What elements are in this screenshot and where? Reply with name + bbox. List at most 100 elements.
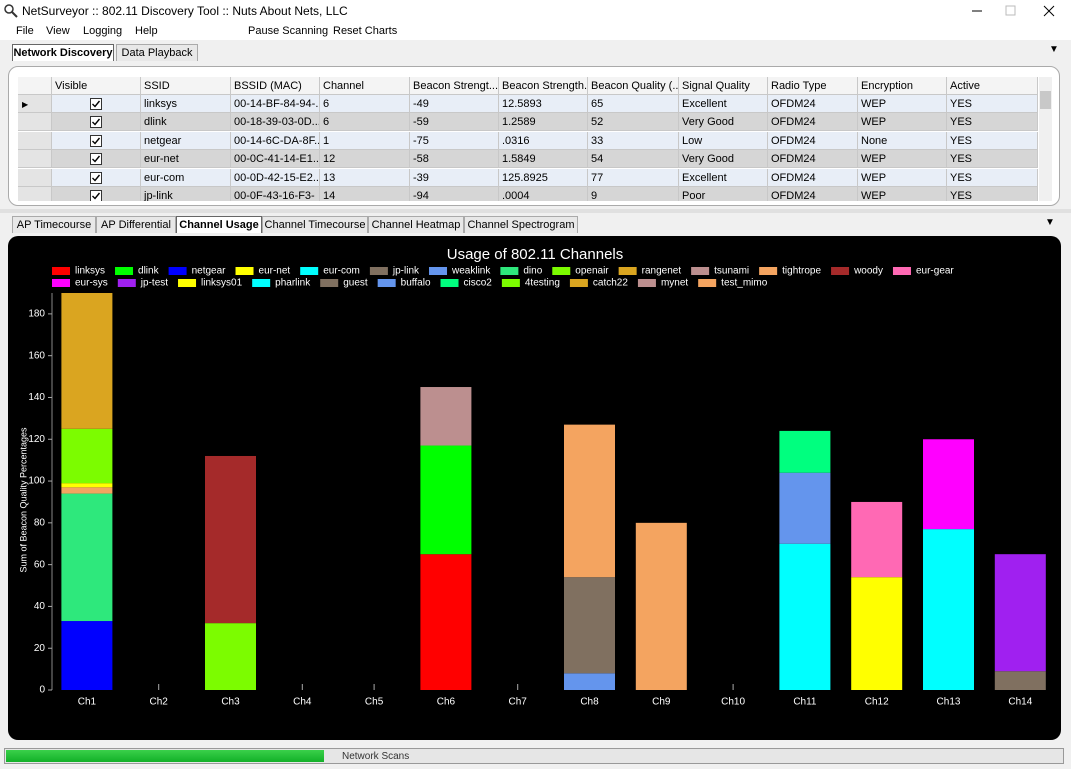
table-cell: netgear [141,131,231,150]
table-cell: YES [947,113,1038,132]
x-tick-label: Ch3 [221,697,240,708]
checkbox[interactable] [52,187,141,201]
table-cell: Poor [679,187,768,201]
tab[interactable]: AP Timecourse [12,216,96,233]
legend-swatch [691,267,710,275]
legend-label: tightrope [782,266,821,277]
table-cell: -75 [410,131,499,150]
tab-menu-button[interactable]: ▼ [1049,44,1059,55]
column-header[interactable]: Active [947,77,1038,95]
legend-swatch [501,279,520,287]
table-cell: 33 [588,131,679,150]
checkbox[interactable] [52,168,141,187]
bar-segment [61,621,113,690]
column-header[interactable]: Beacon Strength... [499,77,588,95]
checkbox[interactable] [52,95,141,113]
x-tick-label: Ch13 [937,697,961,708]
tab[interactable]: Channel Timecourse [262,216,368,233]
row-header-corner [18,77,52,95]
table-cell: 00-0D-42-15-E2... [231,168,320,187]
y-tick-label: 120 [28,434,45,445]
table-cell: 12.5893 [499,95,588,113]
column-header[interactable]: Visible [52,77,141,95]
table-cell: dlink [141,113,231,132]
tab-active[interactable]: Network Discovery [12,44,114,61]
table-cell: jp-link [141,187,231,201]
x-tick-label: Ch9 [652,697,671,708]
scrollbar[interactable] [1039,77,1052,201]
legend-swatch [235,267,254,275]
bar-segment [635,522,687,690]
menu-item[interactable]: Pause Scanning [248,25,329,37]
menu-item[interactable]: Logging [83,25,123,37]
x-tick-label: Ch4 [293,697,312,708]
table-cell: WEP [858,150,947,169]
legend-swatch [569,279,588,287]
legend-label: dlink [138,266,160,277]
legend-label: eur-gear [916,266,954,277]
table-cell: 54 [588,150,679,169]
tab[interactable]: Channel Spectrogram [464,216,578,233]
column-header[interactable]: Beacon Strengt... [410,77,499,95]
tab[interactable]: AP Differential [96,216,176,233]
table-cell: OFDM24 [768,187,858,201]
column-header[interactable]: Signal Quality [679,77,768,95]
table-cell: YES [947,95,1038,113]
y-tick-label: 140 [28,392,45,403]
legend-swatch [552,267,571,275]
tab-menu-button[interactable]: ▼ [1045,217,1055,228]
table-cell: Very Good [679,113,768,132]
table-cell: OFDM24 [768,168,858,187]
legend-swatch [52,279,70,287]
menu-item[interactable]: Help [135,25,158,37]
column-header[interactable]: BSSID (MAC) [231,77,320,95]
bar-segment [564,673,615,690]
legend-swatch [759,267,778,275]
app-icon [4,4,18,18]
menu-item[interactable]: Reset Charts [333,25,398,37]
table-cell: 00-0C-41-14-E1... [231,150,320,169]
bar-segment [994,671,1046,690]
x-tick-label: Ch8 [580,697,599,708]
bar-segment [564,577,615,674]
column-header[interactable]: Beacon Quality (... [588,77,679,95]
data-table: Visible SSID BSSID (MAC) Channel Beacon Stre… [18,77,1038,201]
legend-swatch [892,267,911,275]
column-header[interactable]: Channel [320,77,410,95]
tab[interactable]: Channel Heatmap [368,216,464,233]
row-header [18,113,52,132]
table-cell: 6 [320,113,410,132]
table-cell: None [858,131,947,150]
checkbox[interactable] [52,150,141,169]
legend-swatch [168,267,187,275]
splitter[interactable] [0,209,1071,213]
tab[interactable]: Data Playback [116,44,198,61]
table-cell: 6 [320,95,410,113]
table-cell: linksys [141,95,231,113]
menu-item[interactable]: View [46,25,70,37]
table-cell: OFDM24 [768,150,858,169]
tab-active[interactable]: Channel Usage [176,216,262,233]
table-cell: -49 [410,95,499,113]
table-cell: 52 [588,113,679,132]
table-cell: YES [947,168,1038,187]
table-cell: .0316 [499,131,588,150]
column-header[interactable]: SSID [141,77,231,95]
legend-swatch [52,267,70,275]
legend-swatch [178,279,197,287]
table-cell: OFDM24 [768,113,858,132]
column-header[interactable]: Encryption [858,77,947,95]
bar-segment [61,487,113,494]
checkbox[interactable] [52,131,141,150]
table-cell: eur-com [141,168,231,187]
table-cell: YES [947,187,1038,201]
menu-item[interactable]: File [16,25,34,37]
y-tick-label: 80 [34,517,46,528]
column-header[interactable]: Radio Type [768,77,858,95]
checkbox[interactable] [52,113,141,132]
legend-label: eur-net [259,266,291,277]
legend-label: openair [575,266,609,277]
window-controls[interactable] [960,0,1071,22]
legend-label: 4testing [525,278,560,289]
